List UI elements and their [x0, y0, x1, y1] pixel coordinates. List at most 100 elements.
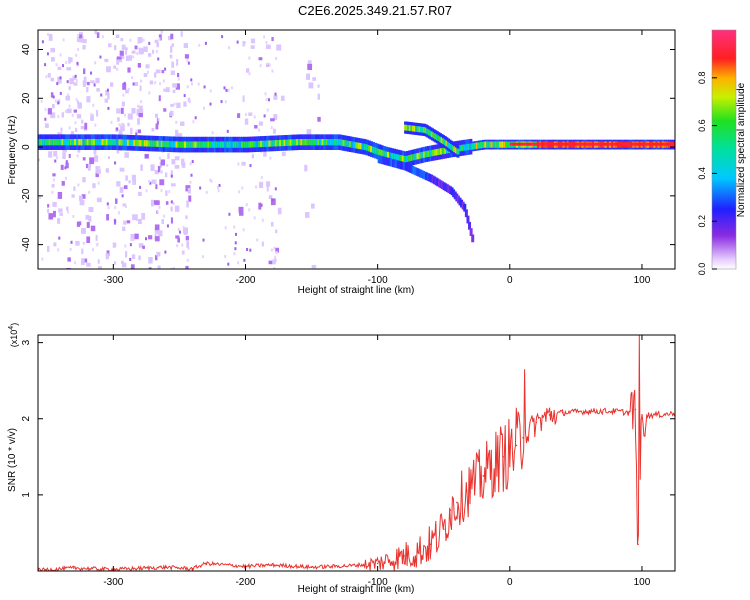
- noise-cell: [187, 187, 191, 194]
- noise-cell: [260, 176, 263, 180]
- band-cell: [673, 142, 675, 146]
- band-cell: [628, 142, 632, 146]
- noise-cell: [159, 82, 162, 86]
- noise-cell: [52, 178, 55, 182]
- noise-cell: [57, 132, 63, 136]
- noise-cell: [199, 186, 202, 190]
- noise-cell: [98, 266, 103, 269]
- band-cell: [382, 150, 386, 157]
- branch-cell: [405, 124, 409, 131]
- noise-cell: [149, 80, 154, 85]
- band-cell: [473, 142, 477, 150]
- branch-cell: [377, 155, 381, 164]
- noise-cell: [121, 122, 124, 126]
- band-cell: [494, 141, 498, 148]
- band-cell: [583, 142, 587, 146]
- noise-cell: [129, 38, 132, 42]
- noise-cell: [142, 245, 145, 249]
- noise-cell: [82, 177, 86, 183]
- noise-cell: [189, 100, 192, 104]
- noise-cell: [273, 267, 276, 269]
- band-cell: [482, 141, 486, 148]
- band-cell: [194, 141, 198, 148]
- noise-cell: [168, 35, 172, 41]
- noise-cell: [127, 113, 133, 120]
- band-cell: [414, 153, 418, 160]
- band-cell: [126, 139, 130, 146]
- colorbar-frame: [711, 29, 737, 270]
- noise-cell: [170, 183, 176, 187]
- snr-point: [515, 444, 518, 447]
- noise-cell: [53, 242, 57, 247]
- band-cell: [334, 139, 338, 146]
- noise-cell: [117, 117, 120, 122]
- noise-cell: [116, 67, 119, 71]
- band-cell: [431, 149, 435, 157]
- noise-cell: [86, 262, 91, 267]
- band-cell: [636, 142, 640, 146]
- noise-cell: [189, 162, 192, 166]
- noise-cell: [77, 183, 80, 187]
- band-cell: [183, 141, 187, 148]
- band-cell: [479, 141, 483, 149]
- noise-cell: [136, 108, 141, 116]
- band-cell: [219, 141, 223, 148]
- branch-cell: [431, 175, 435, 184]
- noise-cell: [228, 212, 231, 216]
- noise-cell: [275, 229, 278, 234]
- noise-cell: [178, 230, 181, 234]
- branch-cell: [425, 172, 429, 181]
- noise-cell: [170, 103, 174, 107]
- noise-cell: [127, 122, 130, 127]
- noise-cell: [308, 82, 314, 89]
- band-cell: [344, 140, 348, 147]
- snr-point: [502, 456, 504, 458]
- snr-point: [588, 410, 590, 412]
- noise-cell: [154, 227, 159, 234]
- noise-cell: [124, 50, 128, 55]
- noise-cell: [56, 156, 59, 160]
- colorbar-tick-label: 0.0: [697, 263, 707, 276]
- noise-cell: [77, 221, 82, 226]
- band-cell: [591, 142, 595, 146]
- noise-cell: [52, 201, 57, 207]
- y-tick-label: 3: [21, 339, 32, 345]
- band-cell: [293, 139, 297, 146]
- band-cell: [215, 141, 219, 148]
- noise-cell: [57, 218, 61, 224]
- band-cell: [488, 141, 492, 148]
- noise-cell: [246, 247, 249, 251]
- band-cell: [634, 142, 638, 146]
- band-cell: [202, 141, 206, 148]
- noise-cell: [275, 247, 280, 253]
- noise-cell: [251, 154, 255, 159]
- noise-cell: [87, 163, 91, 171]
- noise-cell: [137, 218, 142, 224]
- noise-cell: [216, 185, 219, 189]
- branch-cell: [407, 125, 411, 131]
- noise-cell: [82, 39, 87, 44]
- band-cell: [435, 149, 439, 156]
- band-cell: [490, 141, 494, 148]
- noise-cell: [273, 114, 278, 120]
- band-cell: [264, 140, 268, 147]
- branch-cell: [464, 209, 468, 218]
- noise-cell: [258, 57, 263, 61]
- noise-cell: [76, 61, 79, 65]
- noise-cell: [258, 128, 261, 132]
- band-cell: [207, 141, 211, 148]
- band-cell: [463, 144, 467, 151]
- noise-cell: [274, 187, 277, 191]
- snr-point: [456, 501, 458, 504]
- noise-cell: [122, 262, 127, 268]
- band-cell: [112, 139, 116, 146]
- band-cell: [422, 151, 426, 158]
- noise-cell: [75, 98, 78, 102]
- noise-cell: [265, 97, 268, 101]
- band-cell: [668, 142, 672, 146]
- noise-cell: [96, 32, 100, 38]
- noise-cell: [110, 120, 113, 124]
- band-cell: [211, 141, 215, 148]
- noise-cell: [64, 109, 67, 113]
- branch-cell: [452, 189, 456, 198]
